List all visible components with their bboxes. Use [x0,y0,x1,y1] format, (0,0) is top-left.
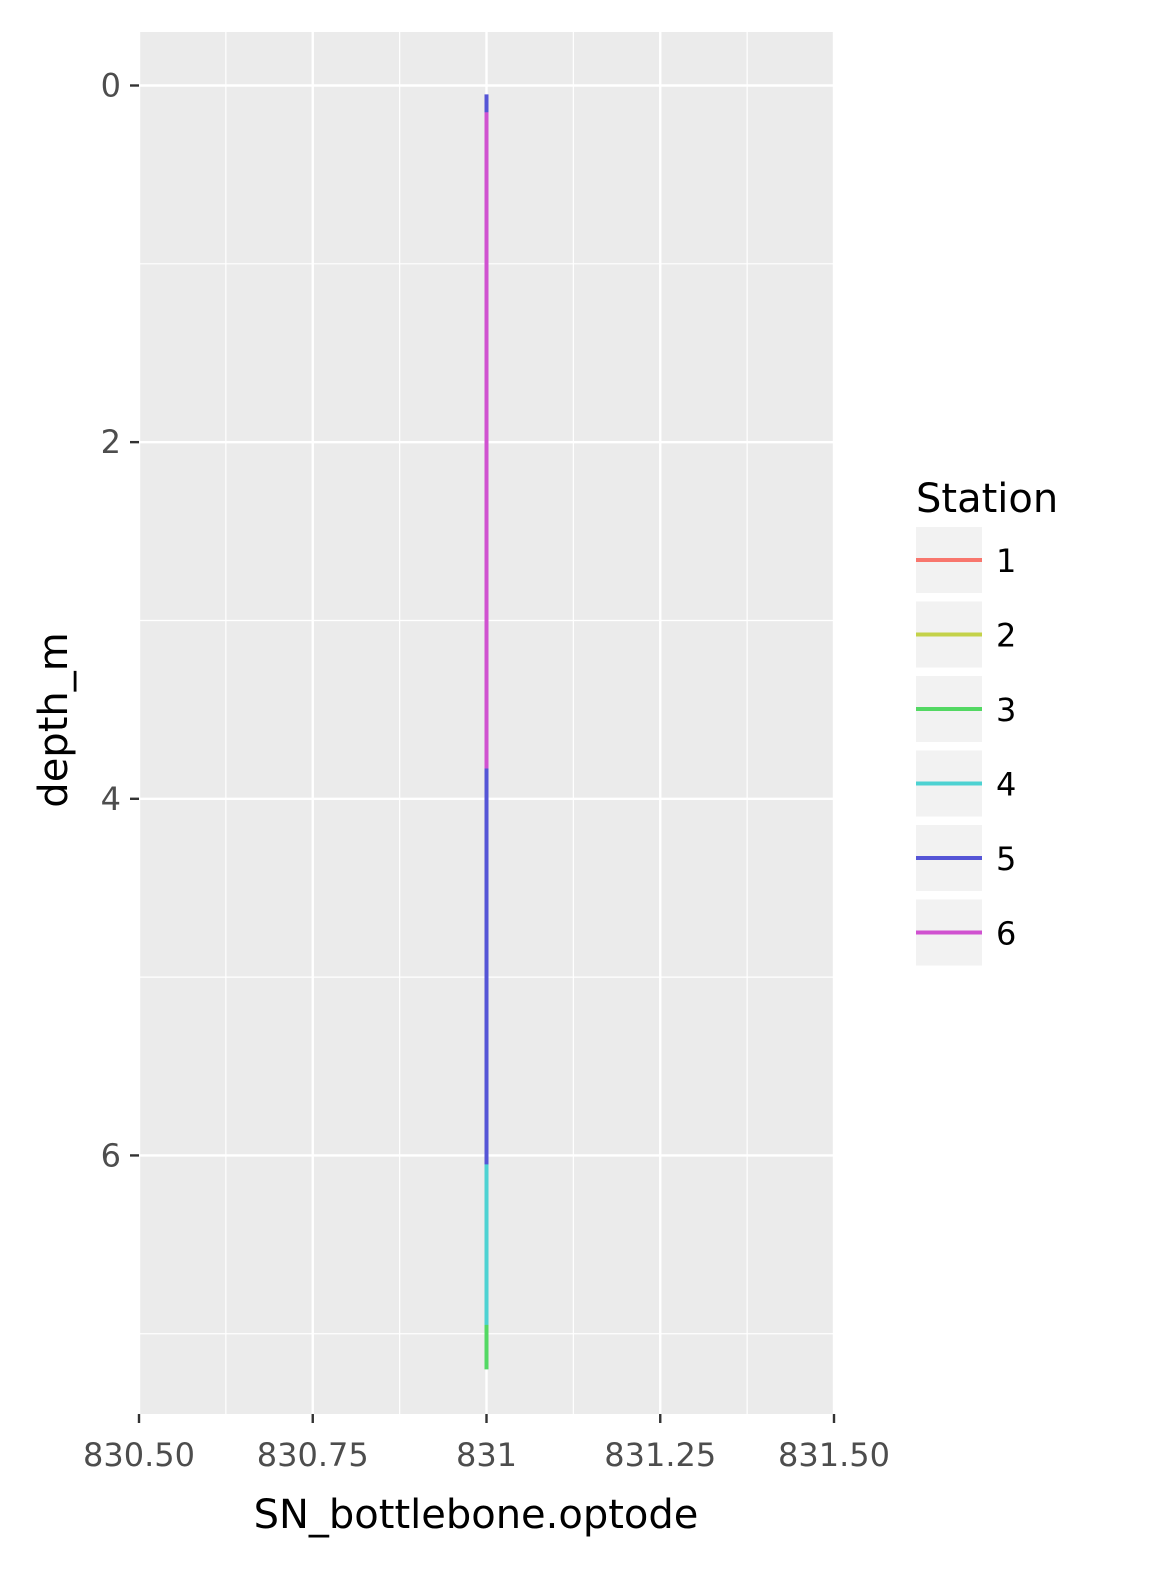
legend-item-station-4: 4 [916,750,1016,817]
y-tick-label: 0 [101,66,121,104]
legend-item-station-2: 2 [916,601,1016,668]
legend-label: 1 [996,542,1016,580]
legend-items: 1 2 3 4 5 6 [916,527,1016,966]
y-tick-label: 6 [101,1136,121,1174]
x-tick-label: 831 [456,1436,517,1474]
y-axis-title: depth_m [31,632,77,807]
legend-label: 4 [996,766,1016,804]
x-axis-title: SN_bottlebone.optode [254,1492,699,1538]
x-tick-label: 830.50 [83,1436,195,1474]
legend-label: 2 [996,617,1016,655]
y-axis: 0 2 4 6 [101,66,139,1174]
y-tick-label: 2 [101,423,121,461]
legend-label: 3 [996,691,1016,729]
x-axis: 830.50 830.75 831 831.25 831.50 [83,1414,890,1474]
x-tick-label: 831.50 [778,1436,890,1474]
legend-item-station-5: 5 [916,825,1016,891]
grid-minor [139,32,834,1414]
legend-item-station-6: 6 [916,899,1016,966]
x-tick-label: 830.75 [257,1436,369,1474]
legend-item-station-3: 3 [916,676,1016,742]
x-tick-label: 831.25 [604,1436,716,1474]
legend-item-station-1: 1 [916,527,1016,593]
legend-label: 5 [996,840,1016,878]
legend-title: Station [916,476,1058,522]
legend-label: 6 [996,915,1016,953]
legend: Station 1 2 3 4 5 6 [916,476,1058,966]
y-tick-label: 4 [101,780,121,818]
